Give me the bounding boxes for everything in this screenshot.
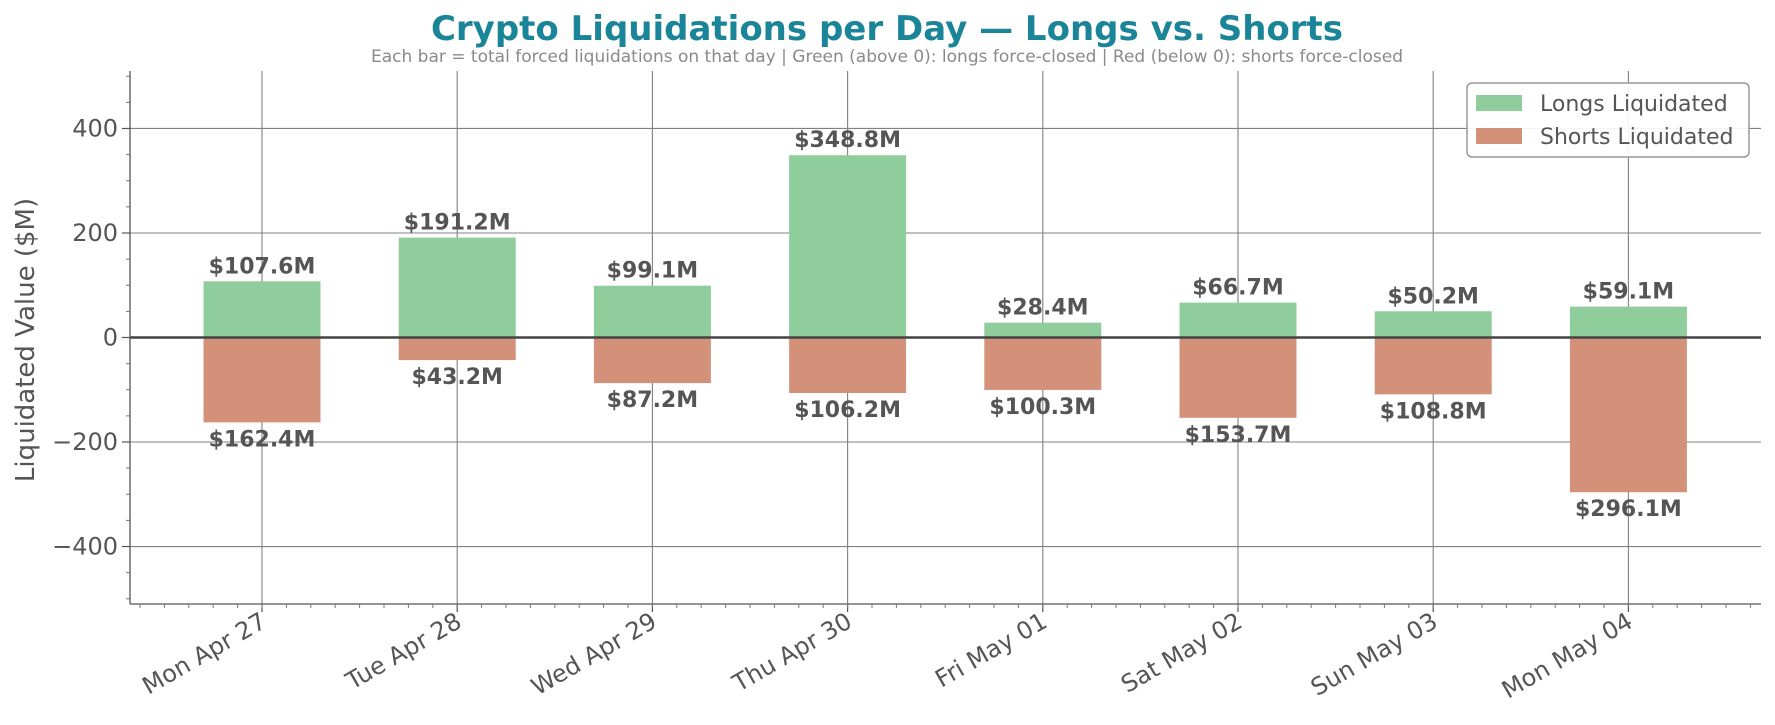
shorts-bar <box>984 337 1102 390</box>
x-tick-label: Sun May 03 <box>1306 607 1442 702</box>
shorts-bar <box>203 337 321 423</box>
shorts-value-label: $153.7M <box>1185 423 1292 448</box>
x-tick-label: Tue Apr 28 <box>340 607 466 696</box>
shorts-value-label: $296.1M <box>1575 497 1682 522</box>
bars <box>203 155 1687 493</box>
y-axis-label: Liquidated Value ($M) <box>11 198 41 482</box>
longs-bar <box>1374 311 1492 338</box>
legend-box <box>1466 82 1750 158</box>
shorts-value-label: $108.8M <box>1380 399 1487 424</box>
y-tick-label: 200 <box>72 219 118 247</box>
x-tick-label: Mon Apr 27 <box>138 607 271 700</box>
shorts-value-label: $87.2M <box>607 388 698 413</box>
legend-entry: Shorts Liquidated <box>1540 125 1733 150</box>
longs-bar <box>593 285 711 338</box>
longs-value-label: $348.8M <box>794 128 901 153</box>
y-tick-label: −200 <box>52 428 118 456</box>
shorts-bar <box>1569 337 1687 493</box>
legend: Longs Liquidated Shorts Liquidated <box>1466 82 1750 158</box>
longs-bar <box>984 322 1102 338</box>
shorts-bar <box>1374 337 1492 395</box>
longs-value-label: $107.6M <box>209 254 316 279</box>
shorts-value-label: $43.2M <box>411 365 502 390</box>
shorts-bar <box>593 337 711 384</box>
longs-bar <box>1569 306 1687 338</box>
longs-bar <box>203 281 321 338</box>
chart-subtitle: Each bar = total forced liquidations on … <box>371 47 1403 67</box>
legend-swatch <box>1476 95 1522 111</box>
shorts-value-label: $100.3M <box>989 395 1096 420</box>
x-tick-label: Fri May 01 <box>930 607 1051 693</box>
y-tick-label: 0 <box>103 324 118 352</box>
longs-value-label: $99.1M <box>607 259 698 284</box>
bar-value-labels: $107.6M $191.2M $99.1M $348.8M $28.4M $66.7M $… <box>209 128 1682 522</box>
y-tick-label: −400 <box>52 533 118 561</box>
legend-swatch <box>1476 128 1522 144</box>
longs-value-label: $59.1M <box>1583 280 1674 305</box>
shorts-bar <box>789 337 907 393</box>
longs-bar <box>1179 302 1297 338</box>
x-tick-label: Sat May 02 <box>1116 607 1247 699</box>
x-tick-label: Thu Apr 30 <box>727 607 857 698</box>
longs-value-label: $66.7M <box>1192 276 1283 301</box>
shorts-value-label: $106.2M <box>794 398 901 423</box>
longs-value-label: $50.2M <box>1387 284 1478 309</box>
longs-value-label: $28.4M <box>997 296 1088 321</box>
shorts-bar <box>398 337 516 361</box>
shorts-bar <box>1179 337 1297 418</box>
y-tick-label: 400 <box>72 114 118 142</box>
x-tick-label: Mon May 04 <box>1497 607 1637 704</box>
longs-bar <box>789 155 907 338</box>
chart-title: Crypto Liquidations per Day — Longs vs. … <box>431 9 1343 49</box>
legend-entry: Longs Liquidated <box>1540 92 1728 117</box>
longs-bar <box>398 237 516 338</box>
longs-value-label: $191.2M <box>404 211 511 236</box>
shorts-value-label: $162.4M <box>209 427 316 452</box>
x-tick-label: Wed Apr 29 <box>526 607 661 701</box>
